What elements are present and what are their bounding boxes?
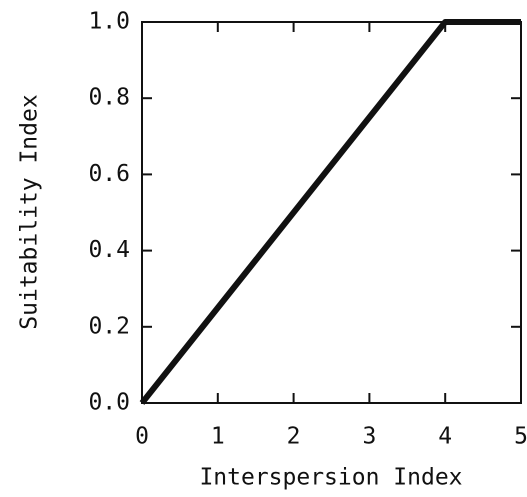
- line: [139, 19, 521, 405]
- y-tick-label: 0.8: [88, 85, 130, 111]
- y-tick-label: 1.0: [88, 9, 130, 35]
- x-tick-label: 3: [362, 424, 376, 450]
- x-tick-label: 5: [514, 424, 527, 450]
- y-axis-label: Suitability Index: [17, 94, 43, 329]
- x-tick-label: 4: [438, 424, 452, 450]
- y-tick-label: 0.0: [88, 390, 130, 416]
- plot-frame: [141, 21, 522, 404]
- y-tick-label: 0.2: [88, 313, 130, 339]
- y-tick-label: 0.4: [88, 237, 130, 263]
- x-tick-label: 1: [211, 424, 225, 450]
- x-tick-label: 0: [135, 424, 149, 450]
- y-tick-label: 0.6: [88, 161, 130, 187]
- x-axis-label: Interspersion Index: [199, 465, 462, 491]
- x-tick-label: 2: [287, 424, 301, 450]
